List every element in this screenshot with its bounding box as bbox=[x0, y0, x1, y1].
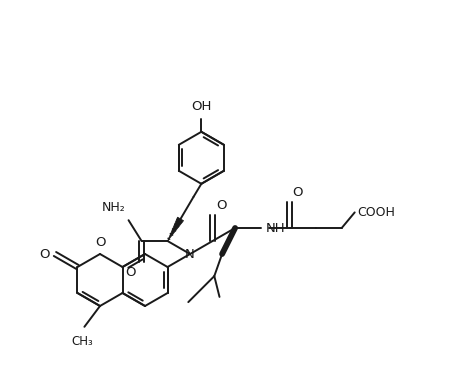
Text: O: O bbox=[217, 199, 227, 212]
Text: O: O bbox=[40, 248, 50, 261]
Text: NH₂: NH₂ bbox=[102, 201, 126, 214]
Text: O: O bbox=[125, 266, 136, 279]
Text: O: O bbox=[293, 186, 303, 199]
Text: N: N bbox=[185, 248, 195, 261]
Text: COOH: COOH bbox=[357, 206, 396, 219]
Polygon shape bbox=[168, 217, 184, 241]
Text: O: O bbox=[96, 236, 106, 249]
Text: NH: NH bbox=[266, 221, 286, 234]
Text: OH: OH bbox=[191, 100, 211, 113]
Text: CH₃: CH₃ bbox=[71, 335, 93, 348]
